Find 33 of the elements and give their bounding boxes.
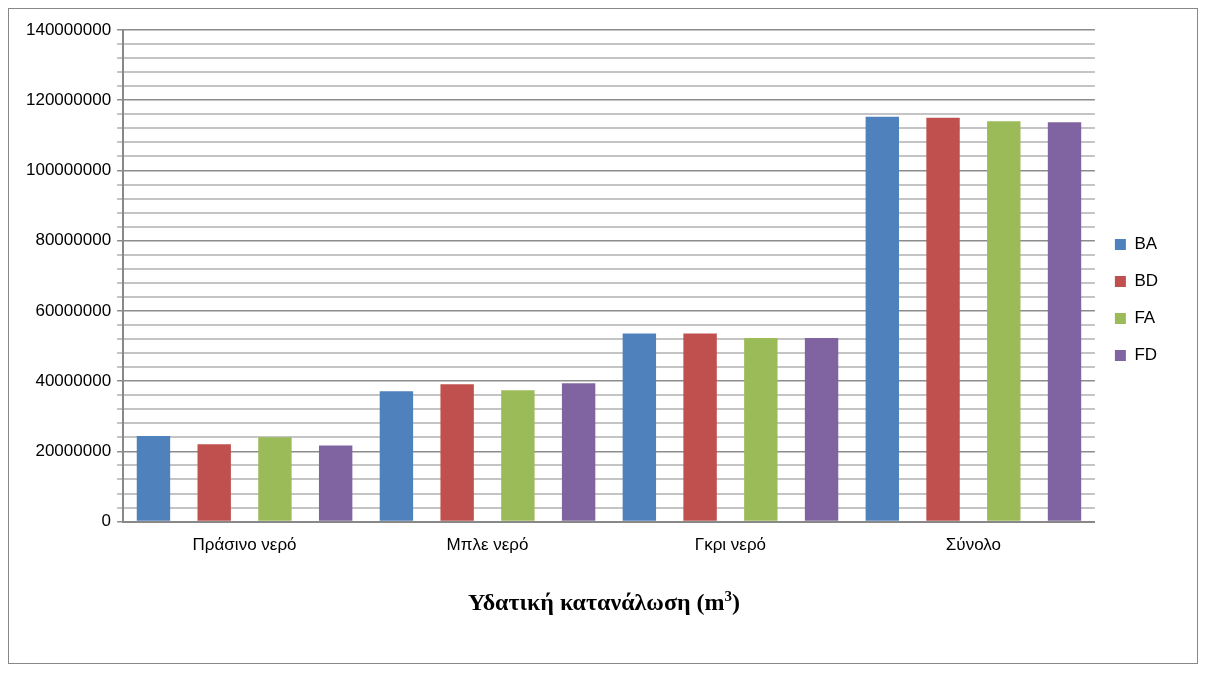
y-tick-label: 100000000	[26, 160, 112, 180]
bar	[379, 391, 414, 521]
bar	[865, 116, 900, 521]
bar	[258, 437, 292, 521]
x-tick-label: Γκρι νερό	[694, 535, 767, 555]
legend-label: BA	[1134, 234, 1158, 254]
y-tick-label: 0	[101, 511, 112, 531]
bar	[1047, 122, 1082, 521]
legend-label: FD	[1134, 345, 1158, 365]
x-tick-label: Μπλε νερό	[446, 535, 529, 555]
bar	[561, 383, 596, 521]
bar	[987, 121, 1021, 521]
bar	[683, 333, 717, 521]
bar	[926, 117, 960, 521]
y-tick-label: 120000000	[26, 89, 112, 109]
y-tick-label: 40000000	[35, 370, 112, 390]
x-axis-title: Υδατική κατανάλωση (m$^{3}$)	[466, 588, 742, 616]
bar	[197, 444, 231, 521]
x-tick-label: Σύνολο	[945, 535, 1001, 555]
y-tick-label: 80000000	[35, 230, 112, 250]
bar	[136, 435, 171, 521]
bar	[622, 333, 657, 521]
y-tick-label: 140000000	[26, 19, 112, 39]
bar	[501, 390, 535, 521]
x-tick-label: Πράσινο νερό	[192, 535, 297, 555]
bar	[440, 384, 474, 521]
bar	[318, 445, 353, 521]
legend-label: FA	[1134, 308, 1156, 328]
legend-label: BD	[1134, 271, 1159, 291]
bar	[744, 337, 778, 521]
y-tick-label: 60000000	[35, 300, 112, 320]
bar	[804, 337, 839, 521]
y-tick-label: 20000000	[35, 441, 112, 461]
